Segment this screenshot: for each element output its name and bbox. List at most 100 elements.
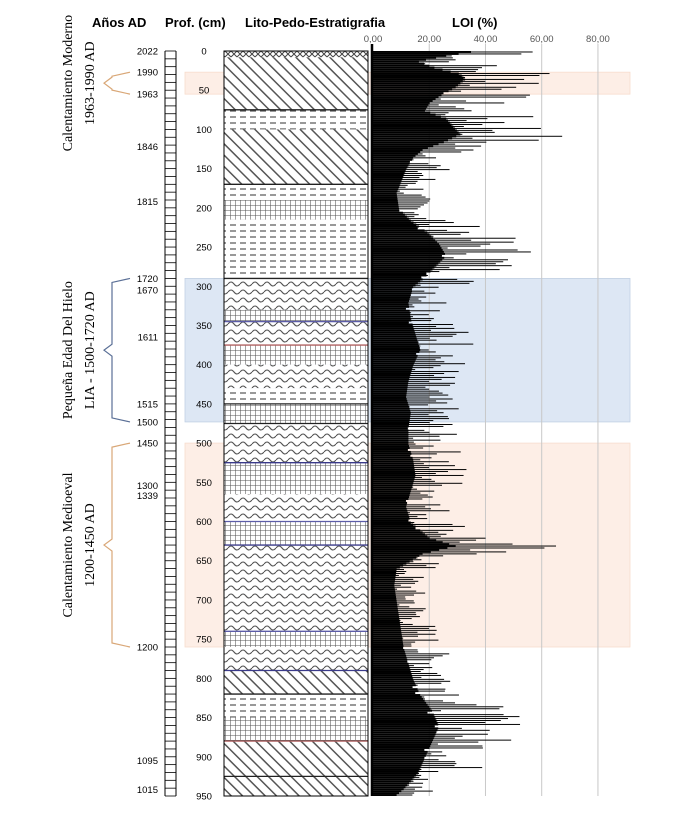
loi-bar: [373, 294, 411, 296]
loi-bar: [373, 163, 429, 165]
loi-bar: [373, 224, 430, 225]
loi-bar: [373, 474, 464, 476]
loi-bar: [373, 663, 430, 665]
loi-bar: [373, 443, 416, 445]
loi-bar: [373, 467, 430, 469]
loi-bar: [373, 324, 453, 325]
year-label-12: 1339: [137, 491, 158, 502]
loi-bar: [373, 180, 418, 182]
loi-bar: [373, 692, 416, 694]
loi-bar: [373, 510, 450, 512]
loi-bar: [373, 471, 449, 473]
loi-bar: [373, 243, 491, 245]
loi-bar: [373, 578, 414, 580]
loi-bar: [373, 633, 436, 635]
loi-bar: [373, 57, 453, 59]
loi-bar: [373, 124, 483, 126]
loi-bar: [373, 498, 423, 500]
loi-bar: [373, 261, 504, 263]
loi-bar: [373, 71, 476, 73]
loi-bar: [373, 423, 453, 425]
loi-bar: [373, 645, 412, 647]
loi-bar: [373, 441, 414, 443]
loi-bar: [373, 514, 427, 516]
depth-tick-label-9: 450: [196, 399, 212, 410]
loi-bar: [373, 327, 455, 329]
loi-bar: [373, 778, 429, 780]
stratum-0: [224, 51, 368, 58]
loi-bar: [373, 282, 470, 284]
loi-bar: [373, 690, 445, 692]
period-bracket-2: [103, 442, 131, 648]
loi-bar: [373, 257, 454, 259]
loi-bar: [373, 439, 441, 441]
loi-bar: [373, 763, 457, 765]
loi-bar: [373, 453, 437, 455]
stratum-20: [224, 631, 368, 647]
loi-bar: [373, 576, 424, 578]
loi-bar: [373, 457, 432, 459]
loi-bar: [373, 192, 404, 194]
loi-bar: [373, 51, 533, 53]
loi-bar: [373, 741, 479, 743]
loi-bar: [373, 720, 501, 722]
loi-bar: [373, 649, 418, 651]
loi-bar: [373, 535, 441, 537]
depth-tick-label-8: 400: [196, 360, 212, 371]
loi-bar: [373, 86, 517, 88]
loi-bar: [373, 88, 502, 90]
stratum-19: [224, 599, 368, 632]
loi-bar: [373, 527, 416, 529]
header-years: Años AD: [92, 15, 146, 30]
period-subtitle-0: 1963-1990 AD: [83, 41, 98, 125]
loi-bar: [373, 308, 406, 310]
year-label-0: 2022: [137, 47, 158, 58]
loi-bar: [373, 790, 433, 792]
loi-bar: [373, 80, 486, 82]
loi-bar: [373, 408, 459, 410]
loi-bar: [373, 153, 423, 155]
loi-bar: [373, 102, 505, 104]
loi-bar: [373, 780, 414, 782]
year-label-4: 1815: [137, 197, 158, 208]
loi-bar: [373, 418, 450, 420]
loi-bar: [373, 688, 446, 690]
loi-bar: [373, 196, 426, 198]
loi-bar: [373, 214, 419, 216]
loi-bar: [373, 676, 422, 678]
loi-bar: [373, 490, 435, 492]
loi-bar: [373, 749, 425, 751]
loi-bar: [373, 757, 425, 759]
loi-bar: [373, 784, 410, 786]
loi-bar: [373, 584, 401, 586]
loi-bar: [373, 623, 413, 625]
loi-bar: [373, 672, 438, 674]
loi-bar: [373, 614, 417, 616]
loi-bar: [373, 218, 427, 220]
loi-bar: [373, 141, 487, 143]
loi-bar: [373, 431, 430, 433]
loi-bar: [373, 314, 429, 316]
loi-bar: [373, 631, 418, 633]
loi-bar: [373, 604, 400, 606]
loi-bar: [373, 190, 400, 192]
loi-bar: [373, 347, 420, 349]
loi-bar: [373, 222, 454, 224]
loi-bar: [373, 708, 500, 710]
loi-bar: [373, 90, 462, 92]
loi-bar: [373, 574, 399, 576]
loi-bar: [373, 696, 425, 698]
loi-bar: [373, 751, 443, 753]
loi-bar: [373, 329, 432, 331]
loi-bar: [373, 706, 504, 708]
loi-bar: [373, 82, 539, 84]
loi-bar: [373, 410, 438, 412]
loi-bar: [373, 267, 450, 269]
loi-bar: [373, 429, 425, 431]
year-label-11: 1300: [137, 481, 158, 492]
loi-bar: [373, 525, 465, 527]
loi-bar: [373, 596, 406, 598]
loi-bar: [373, 302, 447, 304]
loi-bar: [373, 112, 449, 114]
loi-bar: [373, 580, 419, 582]
